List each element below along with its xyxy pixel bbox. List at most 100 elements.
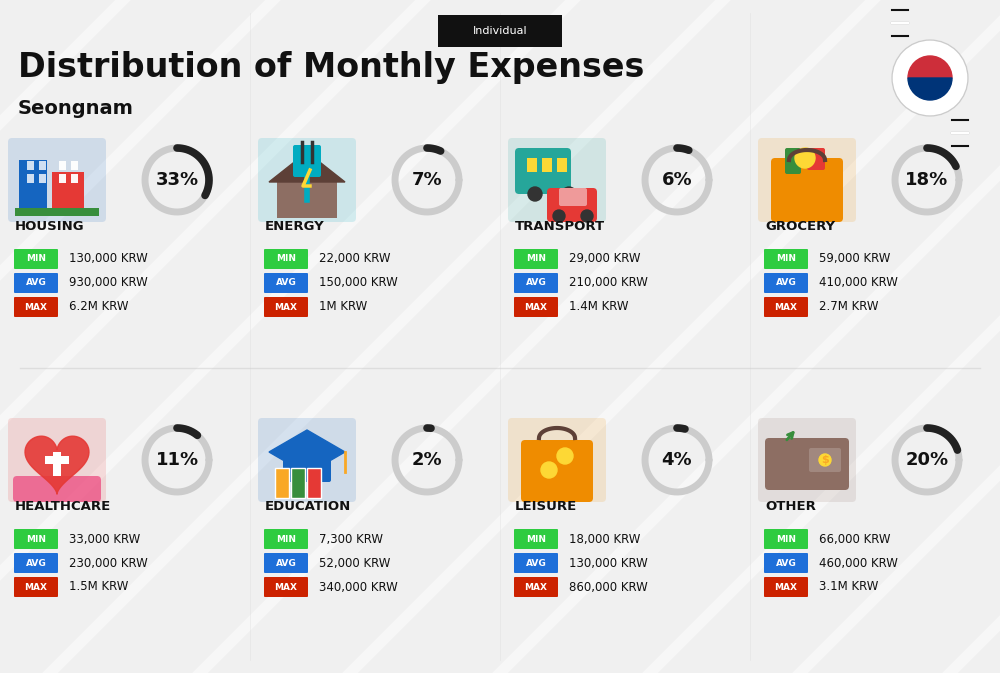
FancyBboxPatch shape <box>71 174 78 183</box>
Text: LEISURE: LEISURE <box>515 501 577 513</box>
Text: OTHER: OTHER <box>765 501 816 513</box>
FancyBboxPatch shape <box>14 529 58 549</box>
FancyBboxPatch shape <box>547 188 597 222</box>
Text: GROCERY: GROCERY <box>765 221 835 234</box>
FancyBboxPatch shape <box>27 174 34 183</box>
Text: 1.5M KRW: 1.5M KRW <box>69 581 128 594</box>
FancyBboxPatch shape <box>264 577 308 597</box>
Text: MIN: MIN <box>26 534 46 544</box>
Circle shape <box>541 462 557 478</box>
FancyBboxPatch shape <box>514 529 558 549</box>
FancyBboxPatch shape <box>264 529 308 549</box>
FancyBboxPatch shape <box>59 174 66 183</box>
Text: Distribution of Monthly Expenses: Distribution of Monthly Expenses <box>18 52 644 85</box>
Text: 11%: 11% <box>155 451 199 469</box>
FancyBboxPatch shape <box>14 297 58 317</box>
Text: EDUCATION: EDUCATION <box>265 501 351 513</box>
FancyBboxPatch shape <box>8 138 106 222</box>
Wedge shape <box>908 78 952 100</box>
Text: AVG: AVG <box>26 279 46 287</box>
Wedge shape <box>908 56 952 78</box>
Text: 460,000 KRW: 460,000 KRW <box>819 557 898 569</box>
FancyBboxPatch shape <box>514 273 558 293</box>
FancyBboxPatch shape <box>557 158 567 172</box>
FancyBboxPatch shape <box>809 448 841 472</box>
Text: MAX: MAX <box>24 583 48 592</box>
FancyBboxPatch shape <box>508 138 606 222</box>
Text: 4%: 4% <box>662 451 692 469</box>
FancyBboxPatch shape <box>8 418 106 502</box>
FancyBboxPatch shape <box>258 418 356 502</box>
Text: AVG: AVG <box>26 559 46 567</box>
FancyBboxPatch shape <box>19 160 47 212</box>
FancyBboxPatch shape <box>758 418 856 502</box>
FancyBboxPatch shape <box>71 161 78 170</box>
FancyBboxPatch shape <box>264 553 308 573</box>
FancyBboxPatch shape <box>765 438 849 490</box>
FancyBboxPatch shape <box>14 273 58 293</box>
FancyBboxPatch shape <box>307 468 321 498</box>
Polygon shape <box>269 430 345 474</box>
FancyBboxPatch shape <box>771 158 843 222</box>
FancyBboxPatch shape <box>13 476 101 502</box>
FancyBboxPatch shape <box>514 297 558 317</box>
FancyBboxPatch shape <box>59 161 66 170</box>
FancyBboxPatch shape <box>764 249 808 269</box>
Text: AVG: AVG <box>276 559 296 567</box>
Text: MAX: MAX <box>774 583 798 592</box>
Text: MIN: MIN <box>526 254 546 264</box>
Text: 2%: 2% <box>412 451 442 469</box>
FancyBboxPatch shape <box>438 15 562 47</box>
Text: MAX: MAX <box>274 583 298 592</box>
Text: TRANSPORT: TRANSPORT <box>515 221 605 234</box>
FancyBboxPatch shape <box>764 553 808 573</box>
FancyBboxPatch shape <box>52 172 84 212</box>
FancyBboxPatch shape <box>14 553 58 573</box>
Text: 130,000 KRW: 130,000 KRW <box>569 557 648 569</box>
Text: AVG: AVG <box>276 279 296 287</box>
Text: 20%: 20% <box>905 451 949 469</box>
FancyBboxPatch shape <box>277 180 337 218</box>
Polygon shape <box>25 436 89 494</box>
Text: MIN: MIN <box>776 254 796 264</box>
Text: AVG: AVG <box>526 559 546 567</box>
FancyBboxPatch shape <box>59 174 66 183</box>
FancyBboxPatch shape <box>764 577 808 597</box>
FancyBboxPatch shape <box>14 577 58 597</box>
Text: 1.4M KRW: 1.4M KRW <box>569 301 629 314</box>
FancyBboxPatch shape <box>758 138 856 222</box>
FancyBboxPatch shape <box>764 273 808 293</box>
FancyBboxPatch shape <box>71 174 78 183</box>
Polygon shape <box>269 152 345 182</box>
Text: 930,000 KRW: 930,000 KRW <box>69 277 148 289</box>
Text: 6%: 6% <box>662 171 692 189</box>
FancyBboxPatch shape <box>264 297 308 317</box>
Circle shape <box>557 448 573 464</box>
Text: Individual: Individual <box>473 26 527 36</box>
FancyBboxPatch shape <box>508 418 606 502</box>
Text: 230,000 KRW: 230,000 KRW <box>69 557 148 569</box>
FancyBboxPatch shape <box>764 297 808 317</box>
FancyBboxPatch shape <box>514 249 558 269</box>
FancyBboxPatch shape <box>542 158 552 172</box>
FancyBboxPatch shape <box>785 148 801 174</box>
Text: 7,300 KRW: 7,300 KRW <box>319 532 383 546</box>
FancyBboxPatch shape <box>527 158 537 172</box>
Text: 59,000 KRW: 59,000 KRW <box>819 252 890 266</box>
Text: 29,000 KRW: 29,000 KRW <box>569 252 640 266</box>
Text: MAX: MAX <box>524 302 548 312</box>
Circle shape <box>892 40 968 116</box>
Text: MAX: MAX <box>524 583 548 592</box>
Text: MIN: MIN <box>526 534 546 544</box>
Text: MAX: MAX <box>24 302 48 312</box>
Text: 7%: 7% <box>412 171 442 189</box>
Text: 340,000 KRW: 340,000 KRW <box>319 581 398 594</box>
Text: ENERGY: ENERGY <box>265 221 325 234</box>
Text: 22,000 KRW: 22,000 KRW <box>319 252 390 266</box>
Text: 33%: 33% <box>155 171 199 189</box>
Text: 6.2M KRW: 6.2M KRW <box>69 301 128 314</box>
FancyBboxPatch shape <box>559 188 587 206</box>
Text: MIN: MIN <box>276 254 296 264</box>
FancyBboxPatch shape <box>515 148 571 194</box>
Text: 33,000 KRW: 33,000 KRW <box>69 532 140 546</box>
